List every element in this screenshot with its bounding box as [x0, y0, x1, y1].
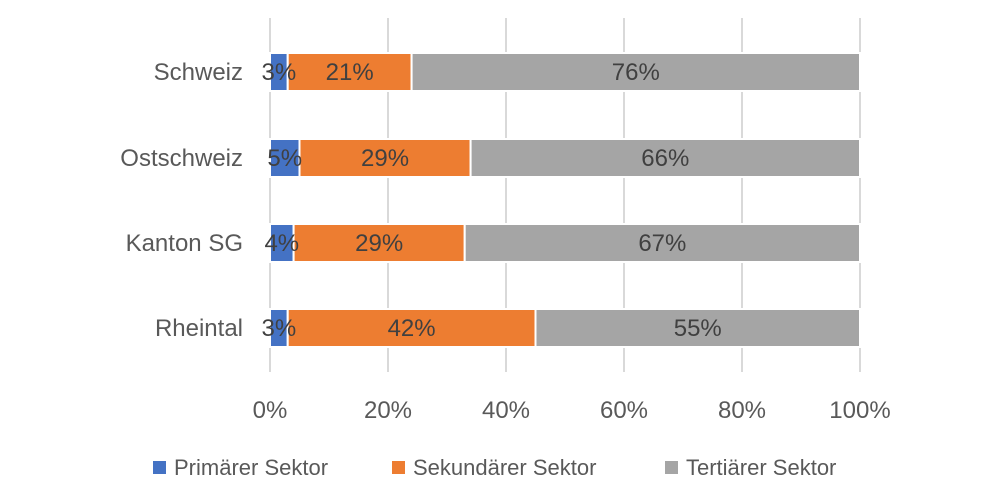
- bar-segment: [298, 138, 472, 178]
- legend-swatch: [392, 461, 405, 474]
- data-label: 3%: [262, 59, 297, 86]
- legend-label: Primärer Sektor: [174, 455, 328, 480]
- x-tick-label: 100%: [829, 397, 890, 424]
- x-tick-label: 40%: [482, 397, 530, 424]
- legend-swatch: [665, 461, 678, 474]
- bar-segment: [463, 223, 861, 263]
- legend: Primärer Sektor Sekundärer Sektor Tertiäre…: [153, 455, 836, 480]
- x-tick-label: 80%: [718, 397, 766, 424]
- data-label: 76%: [612, 59, 660, 86]
- category-labels: Schweiz Ostschweiz Kanton SG Rheintal: [120, 59, 243, 342]
- legend-swatch: [153, 461, 166, 474]
- bars: [269, 52, 861, 348]
- data-label: 4%: [264, 230, 299, 257]
- data-label: 66%: [641, 145, 689, 172]
- bar-segment: [410, 52, 861, 92]
- data-label: 21%: [326, 59, 374, 86]
- data-label: 3%: [262, 315, 297, 342]
- data-label: 42%: [388, 315, 436, 342]
- data-label: 55%: [674, 315, 722, 342]
- category-label: Ostschweiz: [120, 145, 243, 172]
- data-label: 67%: [638, 230, 686, 257]
- x-tick-label: 0%: [253, 397, 288, 424]
- x-tick-label: 20%: [364, 397, 412, 424]
- category-label: Rheintal: [155, 315, 243, 342]
- legend-label: Tertiärer Sektor: [686, 455, 836, 480]
- bar-segment: [534, 308, 861, 348]
- data-label: 5%: [267, 145, 302, 172]
- data-labels: 3% 21% 76% 5% 29% 66% 4% 29% 67% 3% 42% 55%: [262, 59, 722, 342]
- category-label: Schweiz: [154, 59, 243, 86]
- x-tick-label: 60%: [600, 397, 648, 424]
- bar-segment: [286, 308, 537, 348]
- data-label: 29%: [361, 145, 409, 172]
- category-label: Kanton SG: [126, 230, 243, 257]
- bar-segment: [469, 138, 861, 178]
- x-tick-labels: 0% 20% 40% 60% 80% 100%: [253, 397, 891, 424]
- bar-segment: [292, 223, 466, 263]
- legend-label: Sekundärer Sektor: [413, 455, 596, 480]
- data-label: 29%: [355, 230, 403, 257]
